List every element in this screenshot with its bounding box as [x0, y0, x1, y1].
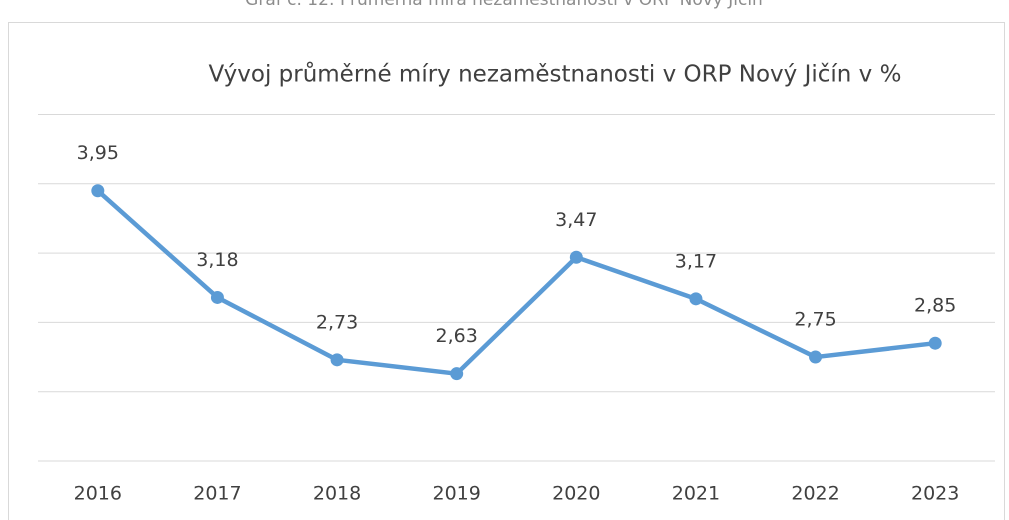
point: [928, 336, 942, 350]
data-label: 3,47: [555, 209, 597, 231]
point: [689, 292, 703, 306]
data-label: 3,18: [196, 249, 238, 271]
point: [809, 350, 823, 364]
data-label: 2,63: [436, 325, 478, 347]
x-tick-label: 2017: [193, 483, 241, 505]
point: [450, 367, 464, 381]
chart-frame: [8, 22, 1005, 520]
chart-title: Vývoj průměrné míry nezaměstnanosti v OR…: [209, 61, 902, 88]
caption: Graf č. 12: Průměrná míra nezaměstnanost…: [245, 0, 763, 10]
data-label: 3,95: [77, 142, 119, 164]
point: [91, 184, 105, 198]
x-tick-label: 2016: [74, 483, 122, 505]
line: [96, 189, 936, 376]
data-label: 3,17: [675, 250, 717, 272]
data-label: 2,85: [914, 295, 956, 317]
x-tick-label: 2020: [552, 483, 600, 505]
x-tick-label: 2023: [911, 483, 959, 505]
point: [210, 290, 224, 304]
data-label: 2,75: [794, 309, 836, 331]
data-label: 2,73: [316, 311, 358, 333]
point: [569, 250, 583, 264]
x-tick-label: 2019: [433, 483, 481, 505]
point: [330, 353, 344, 367]
x-tick-label: 2018: [313, 483, 361, 505]
x-tick-label: 2022: [791, 483, 839, 505]
x-tick-label: 2021: [672, 483, 720, 505]
